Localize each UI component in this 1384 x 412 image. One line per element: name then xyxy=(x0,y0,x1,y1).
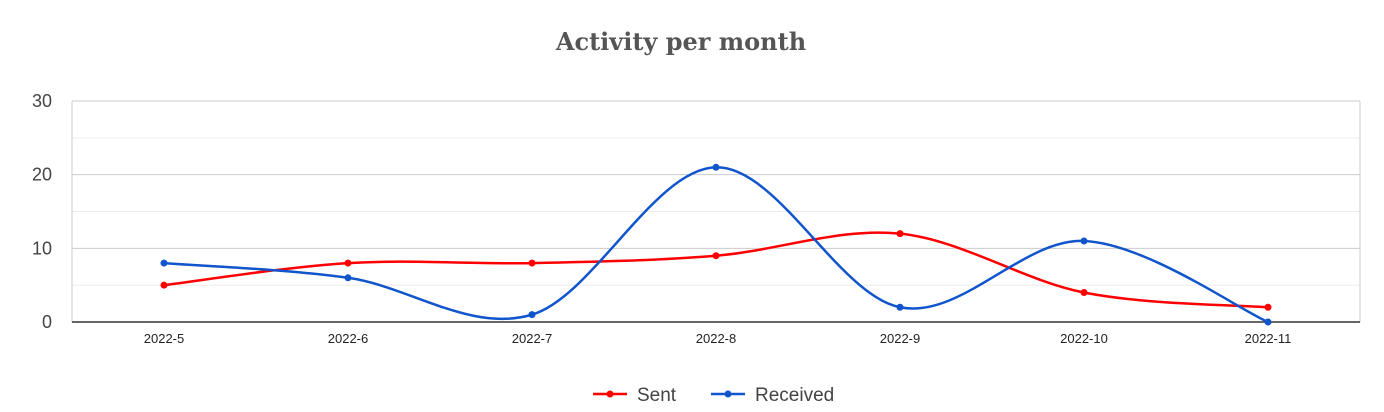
x-axis: 2022-5 2022-6 2022-7 2022-8 2022-9 2022-10 202… xyxy=(144,331,1292,346)
data-point-received[interactable] xyxy=(160,259,168,267)
y-tick-label: 30 xyxy=(32,91,52,111)
data-point-sent[interactable] xyxy=(712,252,720,260)
y-tick-label: 10 xyxy=(32,238,52,258)
x-tick-label: 2022-6 xyxy=(328,331,368,346)
data-point-sent[interactable] xyxy=(160,281,168,289)
legend-label-received: Received xyxy=(755,385,834,406)
y-tick-label: 0 xyxy=(42,312,52,332)
series-points xyxy=(160,163,1272,326)
chart-title: Activity per month xyxy=(555,27,807,56)
data-point-sent[interactable] xyxy=(1264,303,1272,311)
x-tick-label: 2022-8 xyxy=(696,331,736,346)
data-point-received[interactable] xyxy=(896,303,904,311)
data-point-sent[interactable] xyxy=(896,230,904,238)
legend-item-received[interactable]: Received xyxy=(711,385,834,406)
data-point-received[interactable] xyxy=(712,163,720,171)
data-point-sent[interactable] xyxy=(1080,289,1088,297)
y-axis: 0 10 20 30 xyxy=(32,91,52,332)
legend[interactable]: Sent Received xyxy=(593,385,834,406)
legend-marker-sent xyxy=(606,390,614,398)
gridlines xyxy=(71,100,1361,323)
data-point-sent[interactable] xyxy=(528,259,536,267)
x-tick-label: 2022-9 xyxy=(880,331,920,346)
data-point-sent[interactable] xyxy=(344,259,352,267)
series-lines xyxy=(163,166,1269,324)
data-point-received[interactable] xyxy=(1080,237,1088,245)
x-tick-label: 2022-5 xyxy=(144,331,184,346)
data-point-received[interactable] xyxy=(344,274,352,282)
legend-item-sent[interactable]: Sent xyxy=(593,385,677,406)
legend-label-sent: Sent xyxy=(637,385,677,406)
y-tick-label: 20 xyxy=(32,165,52,185)
data-point-received[interactable] xyxy=(528,311,536,319)
legend-marker-received xyxy=(724,390,732,398)
series-line-received xyxy=(163,166,1269,324)
x-tick-label: 2022-10 xyxy=(1060,331,1108,346)
x-tick-label: 2022-11 xyxy=(1245,331,1292,346)
data-point-received[interactable] xyxy=(1264,318,1272,326)
x-tick-label: 2022-7 xyxy=(512,331,552,346)
